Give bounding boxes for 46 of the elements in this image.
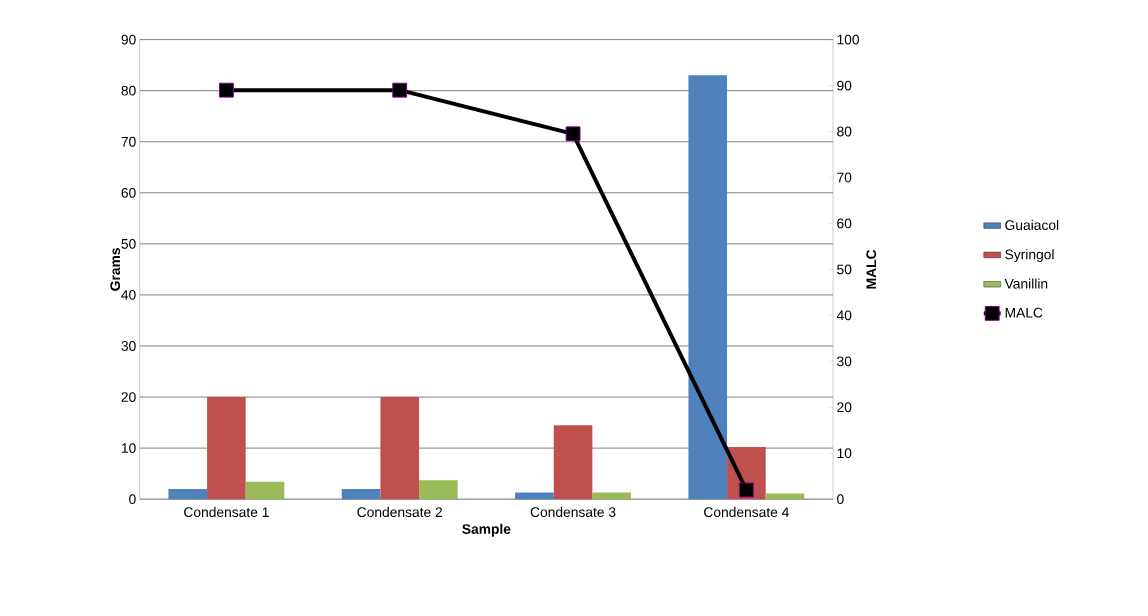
y2-tick-label: 0 bbox=[837, 494, 844, 505]
bar bbox=[688, 75, 728, 500]
bar bbox=[515, 492, 554, 500]
legend-label: MALC bbox=[1005, 307, 1043, 318]
y2-tick-label: 40 bbox=[836, 310, 852, 321]
y2-tick-label: 60 bbox=[837, 218, 852, 229]
bar bbox=[207, 397, 246, 500]
y2-tick-label: 100 bbox=[837, 34, 860, 45]
bar bbox=[341, 488, 381, 500]
x-tick-label: Condensate 2 bbox=[357, 506, 443, 518]
point bbox=[565, 126, 581, 142]
x-tick-label: Condensate 3 bbox=[530, 506, 616, 518]
bar bbox=[553, 425, 593, 500]
y-axis-title: Grams bbox=[110, 248, 121, 291]
legend-label: Guaiacol bbox=[1005, 219, 1059, 231]
y2-tick-label: 90 bbox=[837, 80, 852, 91]
y-tick-label: 10 bbox=[121, 443, 136, 453]
y-tick-label: 60 bbox=[121, 187, 136, 198]
legend-label: Vanillin bbox=[1004, 278, 1048, 289]
y2-tick-label: 80 bbox=[837, 126, 852, 137]
bar bbox=[592, 492, 631, 500]
bar bbox=[245, 481, 285, 500]
x-axis-title: Sample bbox=[462, 523, 511, 537]
bar bbox=[380, 397, 420, 500]
point bbox=[738, 482, 754, 498]
y-tick-label: 40 bbox=[121, 290, 136, 300]
y-tick-label: 80 bbox=[121, 85, 136, 96]
y2-axis-title: MALC bbox=[866, 249, 877, 289]
y-tick-label: 20 bbox=[121, 392, 136, 402]
y-tick-label: 0 bbox=[129, 494, 136, 505]
x-tick-label: Condensate 1 bbox=[184, 506, 269, 518]
y2-tick-label: 70 bbox=[837, 172, 852, 183]
y2-tick-label: 20 bbox=[837, 402, 852, 413]
y2-tick-label: 10 bbox=[837, 448, 852, 459]
bar bbox=[168, 488, 208, 500]
y2-tick-label: 50 bbox=[837, 264, 852, 275]
point bbox=[218, 82, 234, 98]
y-tick-label: 90 bbox=[121, 34, 136, 45]
y2-tick-label: 30 bbox=[837, 356, 852, 367]
y-tick-label: 30 bbox=[121, 341, 136, 351]
x-tick-label: Condensate 4 bbox=[704, 506, 789, 518]
legend-label: Syringol bbox=[1005, 249, 1054, 263]
y-tick-label: 70 bbox=[121, 136, 136, 147]
bar bbox=[419, 480, 458, 500]
y-tick-label: 50 bbox=[121, 238, 136, 249]
point bbox=[392, 82, 408, 98]
